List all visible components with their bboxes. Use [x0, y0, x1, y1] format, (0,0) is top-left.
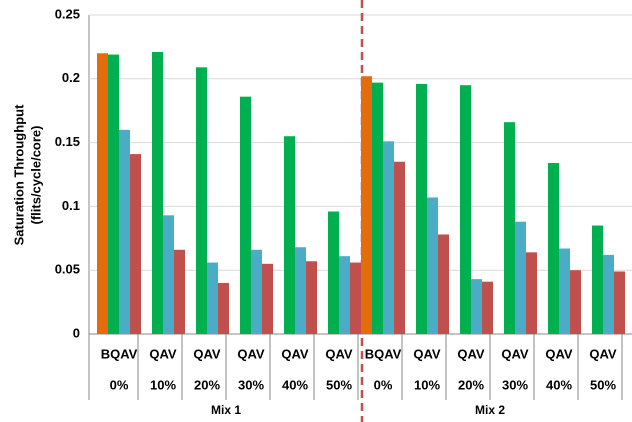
bar — [152, 52, 163, 335]
bar — [295, 247, 306, 334]
bar — [350, 262, 361, 334]
rate-label: 10% — [150, 377, 176, 392]
bar — [339, 256, 350, 334]
bar — [427, 197, 438, 334]
bar — [471, 279, 482, 334]
bar — [97, 53, 108, 334]
bar — [416, 83, 427, 335]
x-tick-label: QAV — [281, 346, 309, 361]
rate-label: 20% — [458, 377, 484, 392]
y-title: Saturation Throughput (flits/cycle/core) — [11, 104, 43, 245]
rate-label: 10% — [414, 377, 440, 392]
bar — [361, 76, 372, 335]
x-tick-label: QAV — [413, 346, 441, 361]
bar — [306, 261, 317, 334]
bar — [383, 141, 394, 334]
bar — [460, 85, 471, 335]
bar — [548, 163, 559, 334]
bar — [196, 67, 207, 334]
bar — [284, 136, 295, 334]
bar — [482, 281, 493, 334]
rate-label: 20% — [194, 377, 220, 392]
bar — [438, 234, 449, 334]
x-tick-label: QAV — [237, 346, 265, 361]
x-tick-label: QAV — [457, 346, 485, 361]
rate-label: 50% — [326, 377, 352, 392]
bar — [174, 249, 185, 334]
rate-label: 0% — [110, 377, 129, 392]
rate-label: 30% — [502, 377, 528, 392]
y-tick-label: 0.25 — [55, 6, 80, 21]
x-tick-label: QAV — [589, 346, 617, 361]
bar — [163, 215, 174, 334]
bar — [603, 254, 614, 334]
bar — [394, 161, 405, 334]
rate-label: 50% — [590, 377, 616, 392]
x-tick-label: BQAV — [365, 346, 402, 361]
rate-label: 0% — [374, 377, 393, 392]
bar — [262, 263, 273, 334]
bar — [504, 122, 515, 335]
bar — [119, 129, 130, 334]
x-tick-label: QAV — [149, 346, 177, 361]
bar — [207, 262, 218, 334]
bar — [108, 54, 119, 334]
bar — [570, 270, 581, 334]
group-label: Mix 1 — [211, 403, 241, 417]
bar — [251, 249, 262, 334]
y-tick-label: 0.2 — [62, 70, 80, 85]
bar — [328, 211, 339, 334]
x-tick-label: QAV — [501, 346, 529, 361]
y-title-line: Saturation Throughput — [11, 104, 26, 245]
y-tick-label: 0.15 — [55, 134, 80, 149]
rate-label: 40% — [546, 377, 572, 392]
bar — [240, 96, 251, 334]
y-tick-label: 0 — [73, 325, 80, 340]
bar — [614, 271, 625, 334]
bar — [130, 154, 141, 334]
x-tick-label: QAV — [325, 346, 353, 361]
bar — [372, 82, 383, 335]
group-label: Mix 2 — [475, 403, 505, 417]
x-tick-label: BQAV — [101, 346, 138, 361]
y-title-line: (flits/cycle/core) — [28, 126, 43, 225]
bar — [515, 221, 526, 334]
bar — [526, 252, 537, 334]
rate-label: 40% — [282, 377, 308, 392]
y-tick-label: 0.1 — [62, 198, 80, 213]
y-tick-label: 0.05 — [55, 262, 80, 277]
bar — [592, 225, 603, 334]
bar — [218, 282, 229, 334]
x-tick-label: QAV — [545, 346, 573, 361]
bar — [559, 248, 570, 334]
x-tick-label: QAV — [193, 346, 221, 361]
rate-label: 30% — [238, 377, 264, 392]
